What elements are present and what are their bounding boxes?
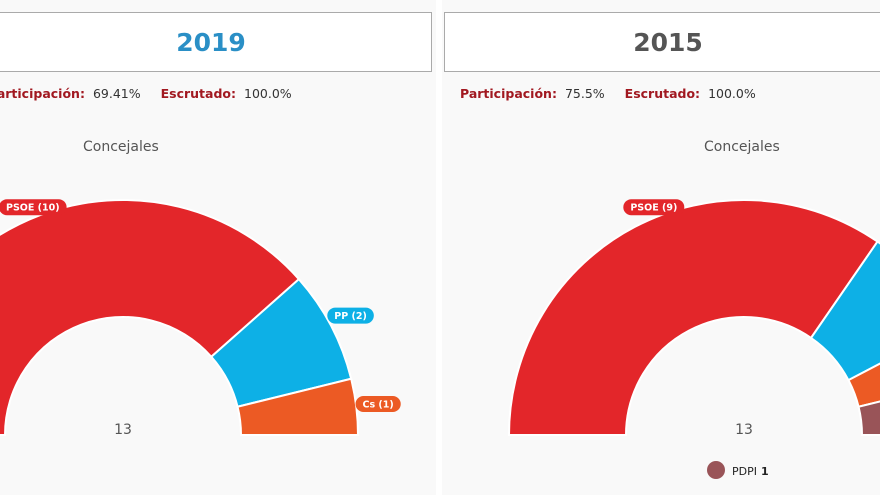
chart-subtitle: Concejales <box>704 139 780 155</box>
label-psoe-bg <box>623 199 685 216</box>
participacion-value: 75.5% <box>564 86 605 101</box>
total-seats: 13 <box>735 422 753 438</box>
participacion-label: Participación: <box>0 86 85 101</box>
label-psoe: PSOE (9) <box>623 199 685 216</box>
year-title: 2015 <box>633 27 703 57</box>
label-cs-text: Cs (1) <box>363 400 394 411</box>
slice-psoe <box>507 199 879 436</box>
participacion-label: Participación: <box>460 86 557 101</box>
year-title: 2019 <box>176 27 246 57</box>
slice-psoe <box>0 199 301 436</box>
chart-2019: PSOE (10) PP (2) Cs (1) 13 <box>0 199 401 438</box>
escrutado-label: Escrutado: <box>160 86 237 101</box>
label-psoe-text: PSOE (10) <box>6 203 60 214</box>
total-seats: 13 <box>114 422 132 438</box>
legend-value: 1 <box>761 465 769 478</box>
label-cs-bg <box>355 396 401 413</box>
participacion-value: 69.41% <box>92 86 141 101</box>
escrutado-value: 100.0% <box>708 86 756 101</box>
label-cs: Cs (1) <box>355 396 401 413</box>
slice-pp <box>809 240 880 382</box>
label-pp-text: PP (2) <box>334 311 367 322</box>
slice-cs <box>236 377 360 436</box>
year-header: 2019 <box>0 12 432 72</box>
panel-2019: 2019 Participación: 69.41% Escrutado: 100.… <box>0 0 436 495</box>
legend-dot-pdpi <box>707 461 725 479</box>
label-psoe-text: PSOE (9) <box>630 203 677 214</box>
chart-2015: PSOE (9) 13 PDPI 1 <box>507 199 880 479</box>
stats-row: Participación: 75.5% Escrutado: 100.0% <box>460 86 772 101</box>
escrutado-value: 100.0% <box>244 86 292 101</box>
slice-cs <box>847 362 880 408</box>
label-psoe-bg <box>0 199 67 216</box>
legend-label-pdpi: PDPI 1 <box>732 465 769 478</box>
year-header: 2015 <box>444 12 880 72</box>
label-pp-bg <box>327 307 374 324</box>
panel-2015: 2015 Participación: 75.5% Escrutado: 100.0… <box>442 0 880 495</box>
label-psoe: PSOE (10) <box>0 199 67 216</box>
slice-pdpi <box>857 400 880 436</box>
panel-divider <box>436 0 442 495</box>
stats-row: Participación: 69.41% Escrutado: 100.0% <box>0 86 308 101</box>
label-pp: PP (2) <box>327 307 374 324</box>
chart-subtitle: Concejales <box>83 139 159 155</box>
escrutado-label: Escrutado: <box>624 86 701 101</box>
